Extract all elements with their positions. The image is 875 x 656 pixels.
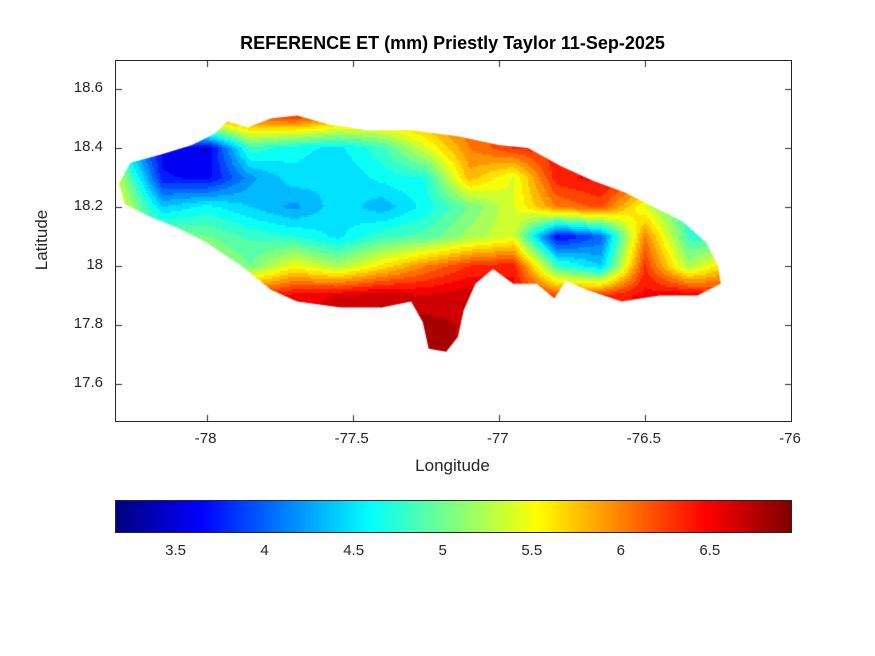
colorbar-tick-label: 4 bbox=[260, 542, 269, 559]
y-tick-label: 18.2 bbox=[73, 197, 103, 215]
colorbar-tick-label: 6.5 bbox=[699, 542, 721, 559]
colorbar-tick-label: 5.5 bbox=[521, 542, 543, 559]
x-tick-label: -76 bbox=[779, 430, 801, 447]
y-tick-label: 18.4 bbox=[73, 138, 103, 156]
plot-area bbox=[115, 60, 792, 422]
chart-title: REFERENCE ET (mm) Priestly Taylor 11-Sep… bbox=[240, 33, 665, 53]
y-tick-label: 18 bbox=[86, 256, 103, 274]
x-tick-label: -77.5 bbox=[334, 430, 369, 447]
x-tick-label: -77 bbox=[486, 430, 509, 447]
colorbar-tick-label: 3.5 bbox=[165, 542, 186, 559]
y-tick-label: 17.6 bbox=[73, 374, 103, 392]
colorbar bbox=[115, 500, 792, 533]
colorbar-tick-label: 5 bbox=[438, 542, 447, 559]
colorbar-tick-label: 6 bbox=[616, 542, 625, 559]
x-axis-label: Longitude bbox=[415, 456, 490, 475]
colorbar-canvas bbox=[116, 501, 791, 532]
x-tick-label: -76.5 bbox=[626, 430, 661, 447]
heatmap-canvas bbox=[116, 61, 791, 421]
y-tick-label: 17.8 bbox=[73, 315, 103, 333]
y-tick-label: 18.6 bbox=[73, 79, 103, 97]
x-tick-label: -78 bbox=[194, 430, 217, 447]
colorbar-tick-label: 4.5 bbox=[343, 542, 365, 559]
